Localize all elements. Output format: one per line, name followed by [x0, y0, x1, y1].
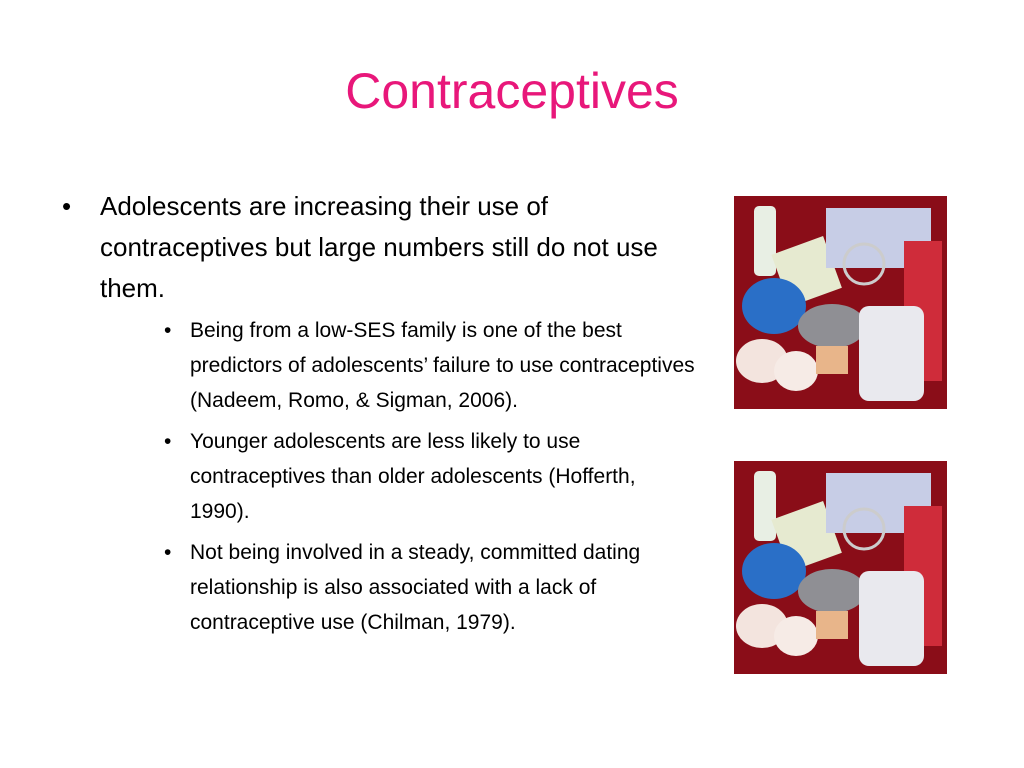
bullet-mark: • — [62, 191, 72, 221]
sub-bullet-text: Younger adolescents are less likely to u… — [190, 430, 636, 523]
bullet: • Adolescents are increasing their use of… — [62, 186, 712, 640]
contraceptives-photo — [734, 461, 947, 674]
slide-title: Contraceptives — [345, 63, 679, 119]
bullet-list: • Adolescents are increasing their use of… — [62, 186, 712, 646]
bullet-mark: • — [164, 541, 172, 564]
sub-bullet: • Being from a low-SES family is one of t… — [152, 313, 700, 418]
contraceptives-photo — [734, 196, 947, 409]
bullet-text: Adolescents are increasing their use of … — [100, 191, 658, 303]
sub-bullet-text: Being from a low-SES family is one of th… — [190, 319, 695, 412]
bullet-mark: • — [164, 430, 172, 453]
bullet-mark: • — [164, 319, 172, 342]
sub-bullet-list: • Being from a low-SES family is one of t… — [100, 313, 712, 640]
sub-bullet-text: Not being involved in a steady, committe… — [190, 541, 641, 634]
sub-bullet: • Younger adolescents are less likely to … — [152, 424, 700, 529]
sub-bullet: • Not being involved in a steady, committ… — [152, 535, 700, 640]
